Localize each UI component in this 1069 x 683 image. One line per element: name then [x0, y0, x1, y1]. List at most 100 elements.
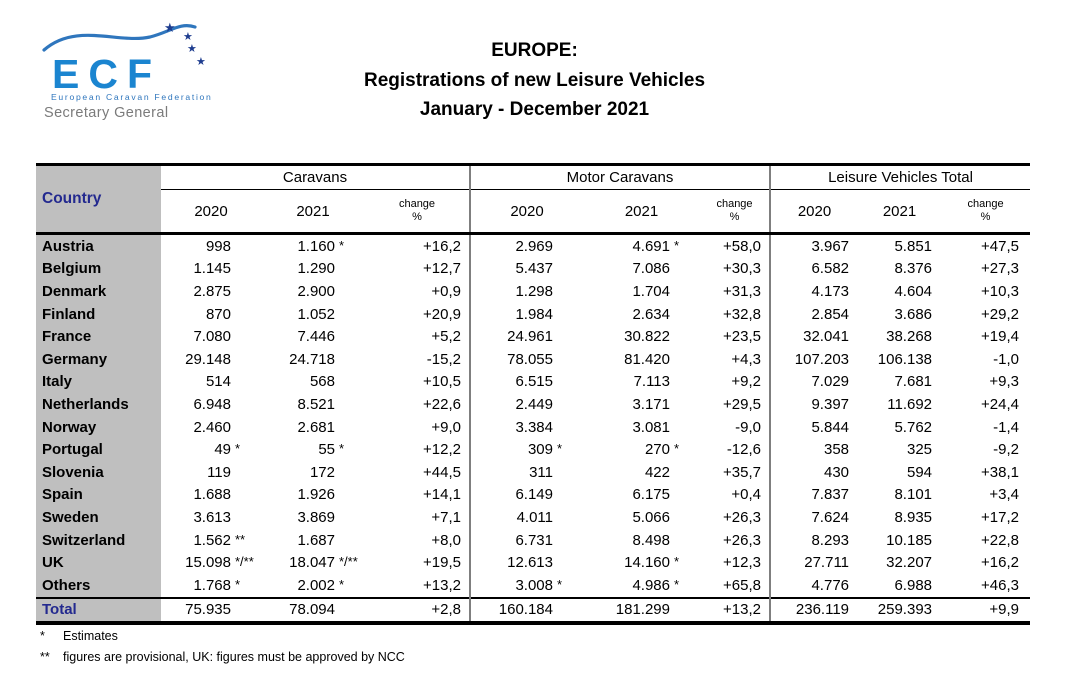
- value-text: 3.008: [515, 576, 553, 594]
- value-cell: -1,4: [993, 418, 1020, 436]
- value-text: 514: [205, 373, 231, 391]
- value-cell: +9,2: [731, 373, 762, 391]
- value-text: 1.687: [297, 531, 335, 549]
- value-text: 3.869: [297, 508, 335, 526]
- col-header-change: change %: [700, 189, 771, 235]
- country-cell: Germany: [36, 347, 161, 371]
- sub-header-row: 2020 2021 change % 2020 2021 change % 20…: [36, 189, 1031, 235]
- value-cell: +24,4: [981, 395, 1020, 413]
- value-cell: 181.299: [583, 596, 700, 624]
- footnote-marker: */**: [235, 554, 254, 570]
- col-header-2020: 2020: [161, 189, 261, 235]
- value-cell: +26,3: [723, 531, 762, 549]
- value-text: 24.961: [507, 328, 553, 346]
- table-row: Others 1.768 * 2.002 * +13,2 3.008 * 4.986 * +65,8…: [36, 573, 1030, 598]
- value-text: 7.080: [193, 328, 231, 346]
- table-row: Denmark 2.875 2.900 +0,9 1.298 1.704 +31,3 4.17…: [36, 280, 1030, 303]
- value-cell: 1.052: [261, 303, 365, 326]
- logo-swoosh: [42, 24, 197, 52]
- value-cell: 2.900: [261, 280, 365, 303]
- value-cell: 3.384: [469, 415, 583, 439]
- value-cell: 6.731: [469, 528, 583, 552]
- value-cell: 6.988: [894, 576, 933, 594]
- value-text: 6.948: [193, 395, 231, 413]
- value-cell: +0,9: [431, 282, 461, 300]
- footnote-marker: *: [235, 441, 241, 457]
- col-header-2021: 2021: [583, 189, 700, 235]
- country-cell: Austria: [36, 233, 161, 258]
- value-cell: 514: [161, 371, 261, 394]
- value-text: 1.290: [297, 260, 335, 278]
- value-cell: 2.681: [261, 416, 365, 439]
- value-cell: 5.762: [894, 418, 933, 436]
- value-cell: +23,5: [723, 328, 762, 346]
- value-cell: +0,4: [731, 486, 762, 504]
- value-cell: +44,5: [423, 463, 461, 481]
- logo-star-icon: ★: [164, 20, 176, 35]
- value-cell: 12.613: [469, 551, 583, 574]
- logo-subtitle: European Caravan Federation: [51, 92, 213, 102]
- footnote-marker: *: [339, 441, 345, 457]
- value-text: 2.681: [297, 418, 335, 436]
- value-cell: 78.094: [261, 596, 365, 624]
- value-cell: +35,7: [723, 463, 762, 481]
- value-cell: 30.822: [583, 325, 700, 348]
- value-cell: 270 *: [583, 438, 700, 461]
- table-row: Spain 1.688 1.926 +14,1 6.149 6.175 +0,4 7.837 8…: [36, 483, 1030, 507]
- value-cell: 8.521: [261, 393, 365, 416]
- value-cell: 8.101: [894, 486, 933, 504]
- footnote-marker: *: [674, 237, 680, 253]
- value-cell: 4.011: [469, 506, 583, 529]
- footnote-marker: **: [235, 531, 246, 547]
- value-cell: 7.029: [769, 370, 859, 394]
- value-cell: +58,0: [723, 237, 762, 255]
- value-text: 309: [527, 441, 553, 459]
- registrations-table-grid: Country Caravans Motor Caravans Leisure …: [36, 163, 1031, 626]
- value-text: 15.098: [185, 554, 231, 572]
- value-cell: 1.562 **: [161, 529, 261, 552]
- country-cell: Spain: [36, 483, 161, 507]
- value-text: 2.449: [515, 395, 553, 413]
- value-cell: 8.293: [769, 528, 859, 552]
- value-cell: +17,2: [981, 508, 1020, 526]
- footnote-marker: */**: [339, 554, 358, 570]
- value-cell: 9.397: [769, 393, 859, 416]
- value-cell: 3.081: [583, 416, 700, 439]
- col-header-2021: 2021: [858, 189, 942, 235]
- value-text: 5.066: [632, 508, 670, 526]
- value-cell: -1,0: [993, 350, 1020, 368]
- value-cell: 1.687: [261, 529, 365, 552]
- value-text: 49: [214, 441, 231, 459]
- value-text: 270: [644, 441, 670, 459]
- value-cell: 870: [161, 303, 261, 326]
- value-text: 1.704: [632, 282, 670, 300]
- value-cell: +32,8: [723, 305, 762, 323]
- value-cell: +12,3: [723, 554, 762, 572]
- value-cell: 7.624: [769, 506, 859, 529]
- value-cell: -12,6: [726, 441, 762, 459]
- value-cell: 568: [261, 371, 365, 394]
- table-row: Norway 2.460 2.681 +9,0 3.384 3.081 -9,0 5.844 5…: [36, 415, 1030, 439]
- value-cell: 3.171: [583, 393, 700, 416]
- value-cell: 236.119: [769, 596, 859, 624]
- value-text: 1.052: [297, 305, 335, 323]
- value-cell: +10,3: [981, 282, 1020, 300]
- value-cell: 11.692: [887, 395, 933, 413]
- value-cell: 24.718: [261, 348, 365, 371]
- country-cell: Slovenia: [36, 460, 161, 484]
- value-text: 18.047: [289, 554, 335, 572]
- value-cell: 7.837: [769, 483, 859, 507]
- value-text: 2.460: [193, 418, 231, 436]
- value-cell: 594: [906, 463, 933, 481]
- footnotes: * Estimates ** figures are provisional, …: [40, 626, 405, 668]
- value-cell: 4.776: [769, 573, 859, 598]
- value-text: 8.498: [632, 531, 670, 549]
- footnote-marker: **: [40, 650, 50, 664]
- value-cell: +31,3: [723, 282, 762, 300]
- logo-star-icon: ★: [187, 43, 197, 55]
- table-row: Germany 29.148 24.718 -15,2 78.055 81.420 +4,3…: [36, 347, 1030, 371]
- footnote-text: figures are provisional, UK: figures mus…: [63, 650, 405, 664]
- value-text: 998: [205, 237, 231, 255]
- value-cell: 8.376: [894, 260, 933, 278]
- table-row: Sweden 3.613 3.869 +7,1 4.011 5.066 +26,3 7.624…: [36, 506, 1030, 529]
